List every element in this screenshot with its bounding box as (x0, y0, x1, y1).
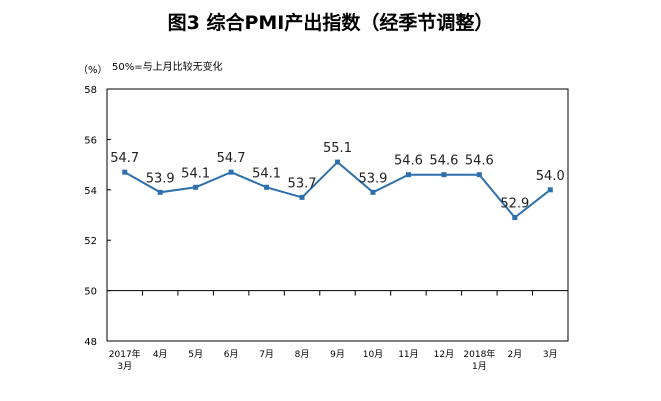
y-tick-label: 54 (84, 186, 97, 197)
chart-title: 图3 综合PMI产出指数（经季节调整） (167, 12, 494, 34)
x-tick-label: 1月 (472, 361, 487, 372)
data-label: 54.7 (217, 151, 246, 166)
baseline-note: 50%=与上月比较无变化 (112, 60, 223, 73)
data-point (264, 184, 270, 190)
data-label: 54.1 (181, 166, 210, 181)
x-tick-label: 2017年 (109, 348, 141, 360)
data-label: 54.0 (536, 169, 565, 184)
x-tick-label: 8月 (295, 349, 310, 360)
data-label: 55.1 (323, 141, 352, 156)
data-label: 54.6 (465, 154, 494, 169)
data-point (299, 194, 305, 200)
x-tick-label: 3月 (543, 349, 558, 360)
x-tick-label: 11月 (398, 349, 418, 360)
data-point (157, 189, 163, 195)
x-tick-label: 5月 (188, 349, 203, 360)
y-unit-label: （%） (78, 64, 108, 76)
x-tick-label: 4月 (153, 349, 168, 360)
data-label: 54.6 (394, 154, 423, 169)
x-tick-label: 10月 (363, 349, 383, 360)
y-tick-label: 56 (84, 135, 97, 146)
data-point (512, 215, 518, 221)
data-point (193, 184, 199, 190)
plot-area (106, 88, 569, 342)
data-label: 53.9 (358, 171, 387, 186)
data-label: 53.7 (288, 176, 317, 191)
x-tick-label: 2月 (507, 349, 522, 360)
data-label: 54.7 (110, 151, 139, 166)
x-tick-label: 7月 (259, 349, 274, 360)
y-tick-label: 58 (84, 85, 97, 96)
x-tick-label: 3月 (117, 361, 132, 372)
data-label: 54.1 (252, 166, 281, 181)
x-tick-label: 12月 (434, 349, 454, 360)
y-tick-label: 48 (84, 337, 97, 348)
x-tick-label: 2018年 (463, 348, 495, 360)
data-point (122, 169, 128, 175)
y-tick-label: 50 (84, 287, 97, 298)
data-label: 54.6 (429, 154, 458, 169)
data-point (476, 172, 482, 178)
y-tick-label: 52 (84, 236, 97, 247)
data-point (370, 189, 376, 195)
data-label: 52.9 (500, 197, 529, 212)
x-tick-label: 9月 (330, 349, 345, 360)
data-point (547, 187, 553, 193)
x-tick-label: 6月 (224, 349, 239, 360)
data-point (228, 169, 234, 175)
data-point (335, 159, 340, 165)
data-point (405, 172, 411, 178)
data-point (441, 172, 447, 178)
data-label: 53.9 (146, 171, 175, 186)
